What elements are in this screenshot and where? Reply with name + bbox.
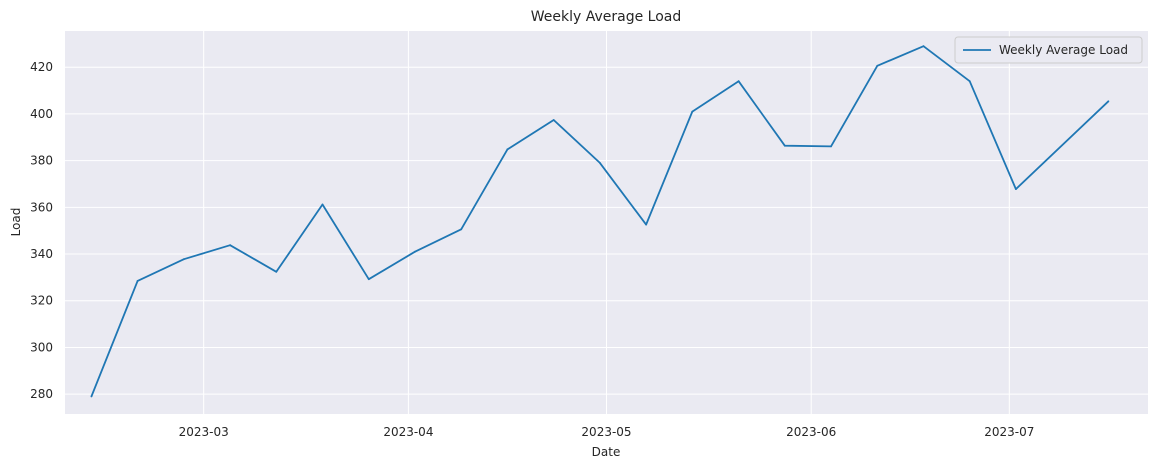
data-point xyxy=(506,148,509,151)
x-axis-label: Date xyxy=(592,445,621,459)
data-point xyxy=(321,203,324,206)
y-tick-label: 420 xyxy=(30,60,53,74)
data-point xyxy=(645,223,647,226)
data-point xyxy=(183,258,185,261)
data-point xyxy=(968,80,971,83)
data-point xyxy=(691,110,694,113)
series-line xyxy=(90,45,1110,397)
series-layer xyxy=(90,45,1110,398)
data-point xyxy=(737,80,740,83)
data-point xyxy=(1107,100,1110,103)
chart-title: Weekly Average Load xyxy=(531,9,682,25)
x-tick-label: 2023-04 xyxy=(383,425,433,439)
x-tick-label: 2023-03 xyxy=(179,425,229,439)
data-point xyxy=(367,278,370,281)
data-point xyxy=(275,270,278,273)
x-axis-ticks: 2023-03 2023-04 2023-05 2023-06 2023-07 xyxy=(179,425,1035,439)
data-point xyxy=(876,64,879,67)
data-point xyxy=(136,280,139,282)
y-tick-label: 360 xyxy=(30,200,53,214)
data-point xyxy=(1015,188,1017,191)
x-tick-label: 2023-05 xyxy=(581,425,631,439)
data-point xyxy=(229,244,232,247)
data-point xyxy=(830,145,832,148)
data-point xyxy=(414,250,416,253)
y-axis-ticks: 280 300 320 340 360 380 400 420 xyxy=(30,60,53,401)
y-tick-label: 320 xyxy=(30,294,53,308)
legend-label: Weekly Average Load xyxy=(999,43,1128,57)
data-point xyxy=(552,119,555,121)
y-tick-label: 380 xyxy=(30,154,53,168)
data-point xyxy=(460,228,463,231)
data-point xyxy=(922,45,925,48)
y-tick-label: 280 xyxy=(30,387,53,401)
data-point xyxy=(90,395,93,398)
y-tick-label: 400 xyxy=(30,107,53,121)
x-tick-label: 2023-06 xyxy=(786,425,836,439)
legend-box xyxy=(954,36,1143,64)
x-tick-label: 2023-07 xyxy=(984,425,1034,439)
y-tick-label: 340 xyxy=(30,247,53,261)
y-axis-label: Load xyxy=(9,208,23,237)
data-point xyxy=(783,144,786,147)
data-point xyxy=(599,162,601,164)
y-tick-label: 300 xyxy=(30,340,53,354)
legend: Weekly Average Load xyxy=(954,36,1143,64)
